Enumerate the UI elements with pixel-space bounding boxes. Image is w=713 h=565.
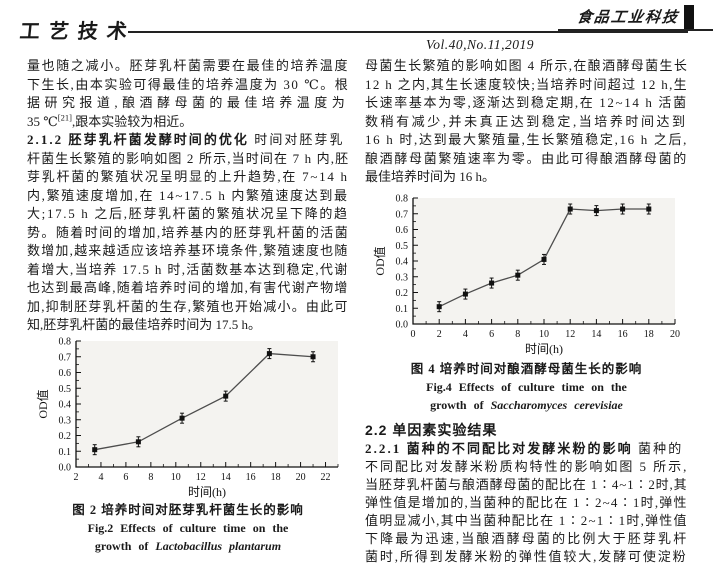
text-line: 16 h 时,达到最大繁殖量,生长繁殖稳定,16 h 之后, [365, 132, 689, 147]
svg-text:OD值: OD值 [373, 246, 387, 275]
fig2-caption-en-roman: growth of [94, 538, 156, 553]
text-line: 35 ℃[21],跟本实验较为相近。 [27, 112, 193, 129]
fig4-caption: 图 4 培养时间对酿酒酵母菌生长的影响 Fig.4 Effects of cul… [365, 360, 688, 414]
text-line: 2.1.2 胚芽乳杆菌发酵时间的优化 时间对胚芽乳 [27, 132, 345, 147]
svg-text:8: 8 [515, 329, 520, 340]
fig2-line-chart: 0.0 0.1 0.2 0.3 0.4 0.5 0.6 0.7 0.8 2 4 6 8 10 12 14 16 1… [36, 337, 339, 499]
journal-logo-text: 食品工业科技 [575, 10, 681, 26]
svg-text:时间(h): 时间(h) [525, 342, 563, 356]
text-line: 下生长,由本实验可得最佳的培养温度为 30 ℃。根 [27, 76, 350, 92]
text-line: 量也随之减小。胚芽乳杆菌需要在最佳的培养温度 [27, 58, 350, 73]
svg-text:0.5: 0.5 [59, 384, 72, 395]
text-line: 数稍有减少,并未真正达到稳定,当培养时间达到 [365, 113, 688, 129]
text-line: 最佳培养时间为 16 h。 [365, 169, 496, 184]
svg-text:18: 18 [271, 472, 281, 483]
svg-text:时间(h): 时间(h) [188, 485, 226, 499]
text-line: 数增加,越来越适应该培养基环境条件,繁殖速度也随 [27, 243, 349, 258]
fig2-caption: 图 2 培养时间对胚芽乳杆菌生长的影响 Fig.2 Effects of cul… [27, 501, 349, 555]
svg-text:16: 16 [246, 472, 256, 483]
fig4-line-chart: 0.0 0.1 0.2 0.3 0.4 0.5 0.6 0.7 0.8 0 2 4 6 8 10 12 14 16… [373, 194, 680, 357]
svg-text:2: 2 [74, 472, 79, 483]
text-line: 芽乳杆菌的繁殖状况呈明显的上升趋势,在 7~14 h [27, 169, 349, 184]
svg-text:20: 20 [670, 329, 680, 340]
issue-info: Vol.40,No.11,2019 [425, 37, 534, 52]
svg-text:18: 18 [644, 329, 654, 340]
text-line: 内,繁殖速度增加,在 14~17.5 h 内繁殖速度达到最 [27, 187, 349, 203]
text-line: 不同配比对发酵米粉质构特性的影响如图 5 所示, [365, 459, 689, 474]
svg-text:0.7: 0.7 [59, 352, 72, 363]
right-column-text-bottom: 2.2.1 菌种的不同配比对发酵米粉的影响 菌种的 不同配比对发酵米粉质构特性的影… [365, 440, 688, 565]
svg-text:0.6: 0.6 [396, 225, 409, 236]
column-tag-label: 工艺技术 [18, 21, 137, 43]
svg-text:14: 14 [591, 329, 601, 340]
svg-text:10: 10 [171, 472, 181, 483]
text-line: 12 h 之内,其生长速度较快;当培养时间超过 12 h,生 [365, 76, 689, 92]
text-line: 母菌生长繁殖的影响如图 4 所示,在酿酒酵母菌生长 [365, 58, 689, 73]
journal-logo-bar [684, 5, 694, 29]
svg-text:8: 8 [148, 472, 153, 483]
svg-text:10: 10 [539, 329, 549, 340]
svg-text:12: 12 [196, 472, 206, 483]
svg-text:0.8: 0.8 [396, 194, 409, 205]
fig4-caption-cn: 图 4 培养时间对酿酒酵母菌生长的影响 [410, 362, 643, 376]
text-line: 也达到最高峰,随着培养时间的增加,有害代谢产物增 [27, 280, 349, 295]
svg-text:6: 6 [123, 472, 128, 483]
svg-text:0.3: 0.3 [396, 272, 409, 283]
fig4-caption-en-line1: Fig.4 Effects of culture time on the [426, 380, 627, 394]
fig2-caption-species-name: Lactobacillus plantarum [155, 538, 282, 553]
text-line: 长速率基本为零,逐渐达到稳定期,在 12~14 h 活菌 [365, 95, 688, 110]
svg-text:12: 12 [565, 329, 575, 340]
svg-text:4: 4 [98, 472, 103, 483]
fig4-caption-en-line2: growth of Saccharomyces cerevisiae [365, 397, 688, 415]
fig2-caption-cn: 图 2 培养时间对胚芽乳杆菌生长的影响 [72, 503, 304, 517]
right-column-text-top: 母菌生长繁殖的影响如图 4 所示,在酿酒酵母菌生长 12 h 之内,其生长速度较快… [365, 57, 688, 187]
svg-text:0.6: 0.6 [59, 368, 72, 379]
svg-text:0.5: 0.5 [396, 241, 409, 252]
svg-text:0.1: 0.1 [396, 304, 409, 315]
svg-text:OD值: OD值 [36, 389, 50, 418]
svg-text:0.0: 0.0 [396, 320, 409, 331]
text-line: 当胚芽乳杆菌与酿酒酵母菌的配比在 1∶4~1∶2时,其 [365, 477, 688, 492]
svg-text:0.3: 0.3 [59, 415, 72, 426]
text-line: 弹性值是增加的,当菌种的配比在 1∶2~4∶1时,弹性 [365, 495, 688, 510]
fig2-caption-en-line1: Fig.2 Effects of culture time on the [87, 521, 289, 535]
svg-text:22: 22 [321, 472, 331, 483]
left-column-text: 量也随之减小。胚芽乳杆菌需要在最佳的培养温度 下生长,由本实验可得最佳的培养温度为… [27, 57, 349, 335]
journal-logo: 食品工业科技 [558, 4, 713, 31]
fig4-caption-en-roman: growth of [430, 397, 491, 412]
header-rule [128, 31, 688, 33]
text-line: 知,胚芽乳杆菌的最佳培养时间为 17.5 h。 [27, 317, 262, 332]
svg-text:0.2: 0.2 [59, 431, 72, 442]
svg-text:4: 4 [463, 329, 468, 340]
svg-text:0.2: 0.2 [396, 288, 409, 299]
svg-text:16: 16 [618, 329, 628, 340]
svg-text:20: 20 [296, 472, 306, 483]
svg-text:6: 6 [489, 329, 494, 340]
svg-text:0.1: 0.1 [59, 447, 72, 458]
svg-text:0.4: 0.4 [59, 400, 72, 411]
text-line: 杆菌生长繁殖的影响如图 2 所示,当时间在 7 h 内,胚 [27, 150, 350, 166]
svg-text:2: 2 [437, 329, 442, 340]
text-line: 值明显减小,其中当菌种配比在 1∶2~1∶1时,弹性值 [365, 513, 688, 528]
text-line: 据研究报道,酿酒酵母菌的最佳培养温度为 [27, 95, 350, 110]
text-line: 大;17.5 h 之后,胚芽乳杆菌的繁殖状况呈下降的趋 [27, 206, 349, 221]
fig4-caption-species-name: Saccharomyces cerevisiae [490, 397, 623, 412]
text-line: 2.2.1 菌种的不同配比对发酵米粉的影响 菌种的 [365, 441, 684, 456]
text-line: 着增大,当培养 17.5 h 时,活菌数基本达到稳定,代谢 [27, 261, 349, 277]
svg-text:0.0: 0.0 [59, 463, 72, 474]
fig2-caption-en-line2: growth of Lactobacillus plantarum [27, 538, 349, 556]
svg-text:14: 14 [221, 472, 231, 483]
text-line: 加,抑制胚芽乳杆菌的生存,繁殖也开始减小。由此可 [27, 298, 349, 314]
svg-text:0: 0 [411, 329, 416, 340]
svg-text:0.7: 0.7 [396, 209, 409, 220]
svg-text:0.8: 0.8 [59, 337, 72, 348]
svg-text:0.4: 0.4 [396, 257, 409, 268]
text-line: 势。随着时间的增加,培养基内的胚芽乳杆菌的活菌 [27, 224, 350, 240]
text-line: 下降最为迅速,当酿酒酵母菌的比例大于胚芽乳杆 [365, 531, 689, 546]
section-heading-2-2: 2.2 单因素实验结果 [365, 422, 498, 438]
text-line: 菌时,所得到发酵米粉的弹性值较大,发酵可使淀粉 [365, 549, 688, 564]
text-line: 酿酒酵母菌繁殖速率为零。由此可得酿酒酵母菌的 [365, 150, 688, 166]
